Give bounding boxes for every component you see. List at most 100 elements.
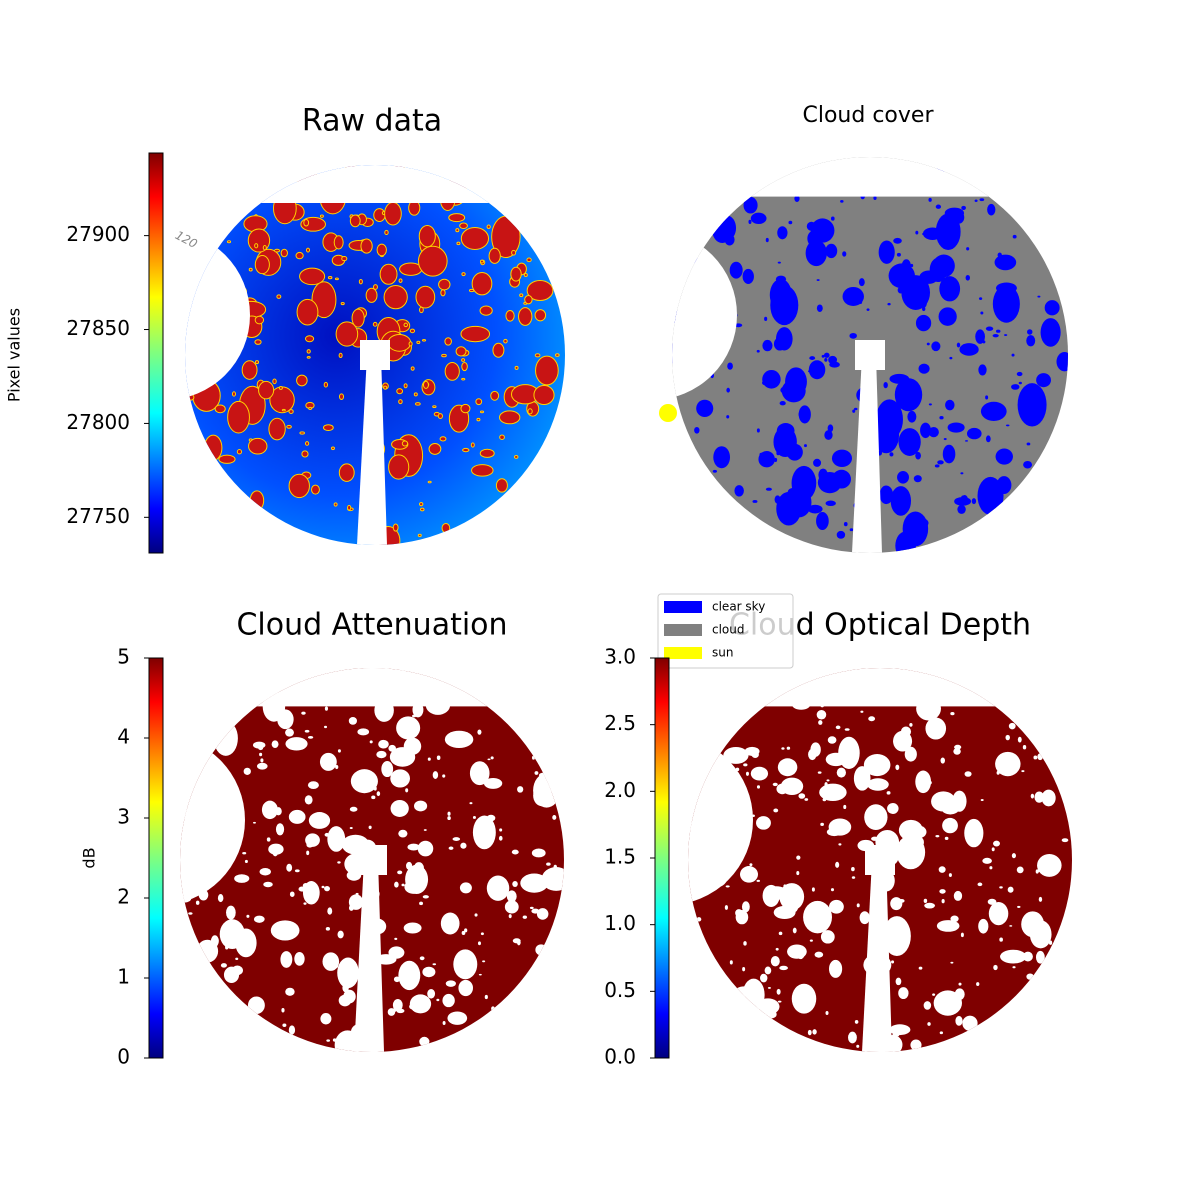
sky-blob	[418, 501, 424, 507]
sky-blob	[341, 256, 348, 262]
sky-blob	[286, 424, 292, 429]
sky-blob	[887, 302, 891, 306]
sky-blob	[942, 444, 956, 464]
sky-blob	[789, 785, 793, 787]
sky-blob	[953, 890, 963, 901]
sky-blob	[1017, 736, 1022, 743]
sky-blob	[235, 957, 239, 960]
sky-blob	[322, 424, 334, 431]
sky-blob	[448, 846, 454, 850]
sky-blob	[432, 405, 437, 409]
sky-blob	[1016, 371, 1023, 377]
sky-blob	[390, 769, 410, 788]
sky-blob	[896, 835, 926, 870]
sky-blob	[349, 826, 353, 829]
sky-blob	[276, 294, 282, 299]
sky-blob	[915, 770, 932, 794]
sky-blob	[419, 956, 425, 961]
sky-blob	[541, 867, 564, 891]
sky-blob	[522, 915, 528, 919]
sky-blob	[999, 886, 1003, 889]
sky-blob	[849, 528, 854, 532]
sky-blob	[278, 386, 283, 390]
sky-blob	[919, 270, 939, 284]
sky-blob	[419, 901, 424, 906]
sky-blob	[924, 902, 935, 909]
colorbar-tick-label: 3.0	[604, 645, 636, 669]
colorbar-tick-label: 0.5	[604, 978, 636, 1002]
sky-blob	[327, 826, 346, 852]
sky-blob	[486, 875, 510, 901]
sky-blob	[357, 728, 370, 736]
sky-blob	[334, 1030, 361, 1052]
sky-blob	[303, 218, 310, 227]
sky-blob	[349, 214, 361, 228]
sky-blob	[824, 357, 828, 362]
colorbar-tick-label: 1.5	[604, 845, 636, 869]
sky-blob	[460, 226, 490, 250]
sky-blob	[419, 1036, 430, 1047]
sky-blob	[734, 485, 744, 497]
sky-blob	[285, 987, 295, 996]
sky-blob	[524, 295, 533, 305]
sky-blob	[517, 786, 524, 793]
sky-blob	[1004, 334, 1008, 336]
sky-blob	[307, 735, 314, 739]
sky-blob	[321, 885, 325, 889]
sky-blob	[288, 1025, 296, 1035]
sky-blob	[863, 753, 891, 777]
sky-blob	[513, 455, 519, 459]
mask-wedge	[354, 860, 384, 1052]
sky-blob	[301, 711, 306, 715]
sky-blob	[1029, 920, 1052, 949]
sky-blob	[798, 793, 806, 799]
sky-blob	[748, 219, 752, 224]
sky-blob	[322, 952, 340, 971]
sky-blob	[248, 437, 268, 455]
sky-blob	[696, 917, 702, 922]
sky-blob	[337, 957, 359, 989]
sky-blob	[859, 911, 870, 925]
sky-blob	[408, 341, 413, 347]
sky-blob	[866, 308, 870, 311]
sky-blob	[993, 964, 998, 971]
sky-blob	[536, 908, 549, 920]
sky-blob	[760, 973, 768, 983]
sky-blob	[748, 748, 755, 756]
sky-blob	[343, 989, 356, 1004]
sky-blob	[482, 960, 486, 963]
sky-blob	[849, 332, 857, 339]
sky-blob	[225, 932, 231, 936]
sky-blob	[271, 740, 279, 748]
sky-blob	[469, 761, 490, 786]
sky-blob	[479, 259, 485, 264]
sky-blob	[413, 800, 428, 812]
sky-blob	[432, 771, 439, 779]
sky-blob	[794, 195, 800, 203]
sky-blob	[805, 239, 827, 267]
sky-blob	[320, 1013, 332, 1025]
sky-blob	[508, 914, 512, 919]
sky-blob	[401, 440, 409, 447]
sky-blob	[835, 725, 841, 730]
sky-blob	[332, 1038, 337, 1042]
sky-blob	[944, 836, 949, 840]
sky-blob	[750, 212, 767, 225]
sky-blob	[824, 430, 833, 440]
sky-blob	[348, 904, 354, 911]
sky-blob	[273, 248, 281, 253]
sky-blob	[324, 885, 330, 892]
sky-blob	[452, 837, 461, 841]
sky-blob	[825, 752, 847, 767]
sky-blob	[762, 884, 780, 907]
sky-blob	[955, 1015, 963, 1026]
legend-swatch	[664, 624, 702, 636]
sky-blob	[368, 825, 372, 830]
sky-blob	[398, 278, 403, 284]
sky-blob	[830, 216, 835, 221]
sky-blob	[999, 937, 1003, 942]
sky-blob	[756, 879, 760, 882]
sky-blob	[696, 399, 714, 418]
sky-blob	[265, 810, 269, 813]
sky-blob	[896, 252, 901, 257]
